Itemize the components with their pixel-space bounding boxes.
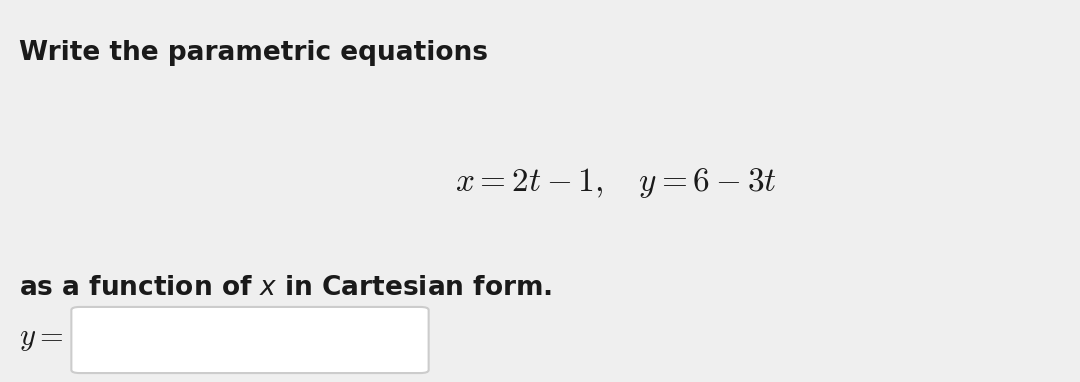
FancyBboxPatch shape <box>71 307 429 373</box>
Text: $y =$: $y =$ <box>19 324 64 353</box>
Text: as a function of $x$ in Cartesian form.: as a function of $x$ in Cartesian form. <box>19 275 553 301</box>
Text: $x = 2t - 1, \quad y = 6 - 3t$: $x = 2t - 1, \quad y = 6 - 3t$ <box>455 166 777 201</box>
Text: Write the parametric equations: Write the parametric equations <box>19 40 488 66</box>
